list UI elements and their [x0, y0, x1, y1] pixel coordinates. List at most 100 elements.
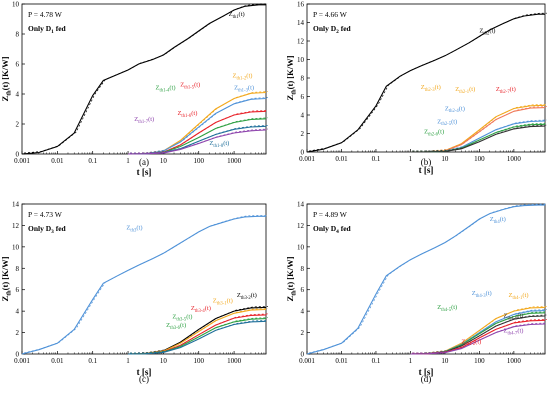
x-tick-label: 0.1 — [372, 155, 381, 163]
x-tick-label: 0.1 — [88, 157, 97, 165]
series-annotation: Zth4-1(t) — [509, 292, 529, 301]
panel-label: (a) — [139, 157, 149, 167]
series-line-dashed — [308, 203, 547, 354]
y-tick-label: 6 — [301, 286, 305, 294]
x-tick-label: 10 — [160, 357, 168, 365]
y-tick-label: 14 — [297, 201, 305, 209]
y-tick-label: 10 — [297, 56, 305, 64]
series-line-dashed — [412, 314, 548, 354]
series-line-dashed — [129, 91, 269, 154]
y-tick-label: 10 — [297, 243, 305, 251]
x-axis-label: t [s] — [137, 167, 152, 177]
series-annotation: Zth3-4(t) — [191, 305, 211, 314]
series-line-dashed — [129, 128, 269, 154]
series-annotation: Zth3-1(t) — [213, 298, 233, 307]
y-tick-label: 12 — [297, 38, 305, 46]
x-axis-label: t [s] — [419, 165, 434, 175]
series-annotation: Zth2-4(t) — [445, 105, 465, 114]
y-axis-label-group: Zth(t) [K/W] — [0, 56, 12, 101]
y-tick-label: 4 — [301, 308, 305, 316]
series-annotation: Zth4-6(t) — [503, 313, 523, 322]
series-annotation: Zth1-3(t) — [234, 85, 254, 94]
y-tick-label: 4 — [16, 91, 20, 99]
x-tick-label: 100 — [474, 357, 485, 365]
series-line — [127, 320, 267, 355]
x-tick-label: 0.001 — [14, 357, 30, 365]
series-line-dashed — [129, 124, 269, 154]
y-tick-label: 14 — [297, 19, 305, 27]
series-annotation: Zth1-7(t) — [134, 116, 154, 125]
panel-label: (c) — [139, 374, 149, 384]
series-line — [410, 104, 546, 153]
x-tick-label: 0.1 — [372, 357, 381, 365]
x-tick-label: 10 — [441, 155, 449, 163]
series-line-dashed — [412, 103, 548, 152]
y-tick-label: 12 — [297, 222, 305, 230]
panel-label: (d) — [421, 374, 432, 384]
y-tick-label: 2 — [301, 329, 305, 337]
panel-b: 0 2 4 6 8 10 12 14 16 0.001 0.01 0.1 1 10 100 1000 t [s]… — [285, 1, 548, 175]
series-annotation: Zth4-2(t) — [461, 338, 481, 347]
series-line-dashed — [23, 3, 268, 154]
fed-label: Only D3 fed — [28, 224, 67, 235]
y-tick-label: 8 — [16, 31, 20, 39]
x-tick-label: 10 — [160, 157, 168, 165]
series-line-dashed — [129, 308, 269, 354]
panel-c: 0 2 4 6 8 10 12 14 0.001 0.01 0.1 1 10 100 1000 t [s] Zt… — [0, 201, 269, 384]
series-annotation: Zth4-3(t) — [472, 290, 492, 299]
y-axis-label: Zth(t) [K/W] — [285, 256, 297, 301]
x-tick-label: 100 — [193, 357, 204, 365]
x-tick-label: 0.001 — [299, 155, 315, 163]
series-annotation: Zth3(t) — [126, 225, 142, 234]
power-label: P = 4.66 W — [313, 10, 348, 19]
series-annotation: Zth2-1(t) — [455, 86, 475, 95]
x-tick-label: 1 — [126, 357, 130, 365]
series-line-dashed — [412, 309, 548, 354]
x-tick-label: 0.001 — [14, 157, 30, 165]
series-annotation: Zth4-7(t) — [503, 328, 523, 337]
fed-label: Only D1 fed — [28, 24, 67, 35]
x-tick-label: 0.01 — [335, 357, 348, 365]
series-line-dashed — [129, 306, 269, 354]
x-tick-label: 1 — [409, 357, 413, 365]
series-line-dashed — [129, 97, 269, 154]
series-line — [127, 125, 267, 155]
series-annotation: Zth3-5(t) — [172, 314, 192, 323]
y-tick-label: 8 — [301, 75, 305, 83]
y-tick-label: 0 — [301, 351, 305, 359]
series-line-dashed — [412, 318, 548, 354]
series-line-dashed — [23, 214, 268, 354]
y-axis-label-group: Zth(t) [K/W] — [0, 256, 12, 301]
series-annotation: Zth2-3(t) — [421, 84, 441, 93]
y-tick-label: 0 — [16, 351, 20, 359]
x-tick-label: 1000 — [507, 155, 522, 163]
y-tick-label: 0 — [301, 149, 305, 157]
series-line-dashed — [412, 119, 548, 152]
x-tick-label: 1 — [409, 155, 413, 163]
x-tick-label: 1000 — [507, 357, 522, 365]
series-annotation: Zth1(t) — [229, 11, 245, 20]
y-tick-label: 8 — [301, 265, 305, 273]
x-tick-label: 0.01 — [51, 157, 64, 165]
power-label: P = 4.78 W — [28, 10, 63, 19]
series-annotation: Zth2-6(t) — [424, 129, 444, 138]
y-tick-label: 6 — [16, 61, 20, 69]
y-axis-label: Zth(t) [K/W] — [0, 56, 12, 101]
y-tick-label: 2 — [301, 130, 305, 138]
y-tick-label: 2 — [16, 121, 20, 129]
x-tick-label: 1000 — [227, 157, 242, 165]
y-tick-label: 8 — [16, 265, 20, 273]
y-tick-label: 4 — [301, 112, 305, 120]
x-tick-label: 10 — [441, 357, 449, 365]
series-line — [21, 4, 266, 155]
series-annotation: Zth4(t) — [490, 216, 506, 225]
x-tick-label: 100 — [193, 157, 204, 165]
series-annotation: Zth1-6(t) — [177, 110, 197, 119]
x-tick-label: 1 — [126, 157, 130, 165]
fed-label: Only D2 fed — [313, 24, 352, 35]
y-tick-label: 12 — [12, 222, 20, 230]
y-tick-label: 10 — [12, 243, 20, 251]
panel-d: 0 2 4 6 8 10 12 14 0.001 0.01 0.1 1 10 100 1000 t [s] Zt… — [285, 201, 548, 384]
y-tick-label: 6 — [16, 286, 20, 294]
